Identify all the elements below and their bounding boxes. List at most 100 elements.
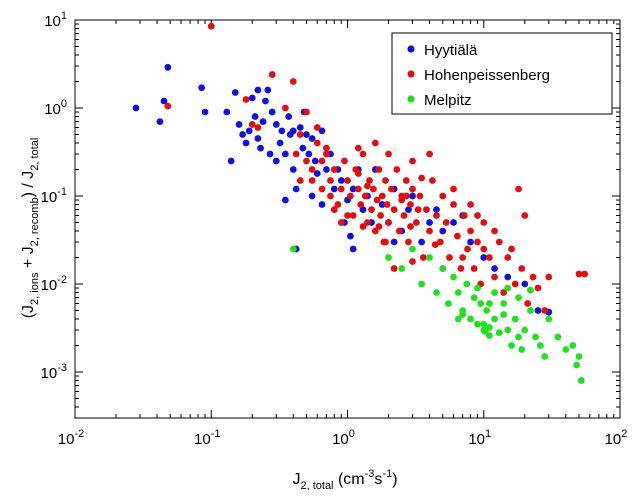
data-point [439,192,447,200]
data-point [254,135,262,142]
data-point [337,177,345,184]
data-point [259,118,267,126]
data-point [446,254,453,261]
series-2 [289,245,585,384]
data-point [480,245,488,253]
data-point [418,238,426,246]
data-point [454,289,462,296]
data-point [562,346,570,353]
data-point [248,94,256,102]
data-point [569,342,577,349]
data-point [299,144,307,152]
data-point [308,192,316,200]
data-point [491,289,498,296]
data-point [521,280,529,288]
data-point [474,284,481,292]
data-point [402,177,410,184]
data-point [354,185,362,193]
data-point [508,245,515,253]
data-point [313,139,321,147]
data-point [361,192,369,200]
data-point [239,131,247,138]
data-point [313,124,321,131]
data-point [407,201,414,208]
data-point [414,206,422,214]
data-point [464,245,471,253]
data-point [257,144,264,152]
data-point [254,124,262,131]
data-point [515,294,522,302]
data-point [285,113,293,120]
data-point [292,185,300,193]
data-point [467,201,474,208]
y-axis-label: (J2, ions + J2, recomb) / J2, total [20,138,41,319]
data-point [463,280,471,288]
data-point [330,185,338,193]
data-point [382,238,389,246]
data-point [480,254,488,261]
data-point [318,201,326,208]
data-point [518,346,526,353]
data-point [467,238,474,246]
data-point [409,258,416,265]
data-point [457,265,465,272]
data-point [344,212,351,219]
data-point [418,280,426,288]
data-point [405,206,412,214]
legend-marker-hyytiala [407,45,415,53]
data-point [235,121,243,128]
data-point [536,342,544,349]
data-point [527,286,534,294]
data-point [385,254,392,261]
data-point [534,307,542,314]
data-point [375,166,383,173]
data-point [504,284,512,292]
data-point [575,353,583,360]
data-point [337,185,345,193]
data-point [278,127,286,135]
data-point [534,284,542,292]
data-point [377,212,385,219]
data-point [515,333,522,341]
legend-marker-hohenpeissenberg [407,70,415,78]
data-point [426,227,433,235]
data-point [431,241,439,249]
data-point [495,238,503,246]
data-point [354,170,362,177]
legend-label-hohenpeissenberg: Hohenpeissenberg [424,67,550,84]
data-point [359,206,367,214]
data-point [474,212,481,219]
data-point [364,182,371,190]
data-point [254,86,262,94]
data-point [577,377,585,384]
data-point [554,333,562,341]
data-point [575,270,583,278]
data-point [245,127,253,135]
data-point [504,273,512,281]
data-point [515,185,522,193]
data-point [292,150,300,158]
data-point [289,166,297,173]
data-point [521,326,529,334]
data-point [433,289,440,296]
data-point [370,185,377,193]
data-point [433,212,440,219]
data-point [439,265,447,272]
data-point [485,300,493,307]
y-tick-label: 10-1 [41,186,67,206]
series-1 [164,22,589,314]
data-point [474,320,481,328]
data-point [303,108,310,116]
data-point [334,201,342,208]
data-point [541,307,549,314]
data-point [318,127,326,135]
data-point [303,131,310,138]
data-point [318,185,326,193]
y-tick-label: 100 [44,98,67,118]
data-point [227,157,235,165]
data-point [346,232,354,240]
data-point [296,131,304,138]
data-point [382,177,389,184]
data-point [454,315,462,323]
